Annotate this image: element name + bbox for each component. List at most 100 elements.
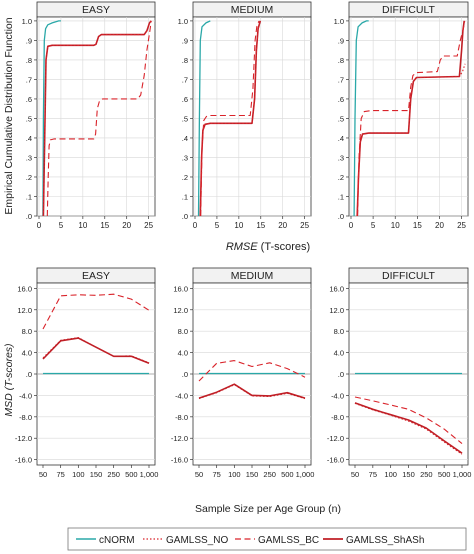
series-line-gamlss-bc-top-medium (200, 20, 260, 217)
x-tick-label-bottom-medium: 150 (246, 470, 259, 479)
y-tick-label-top-easy: .2 (26, 173, 32, 182)
y-tick-label-top-easy: .6 (26, 95, 32, 104)
y-tick-label-top-easy: .5 (26, 114, 32, 123)
y-tick-label-top-medium: .4 (182, 134, 188, 143)
x-tick-label-top-easy: 15 (100, 221, 109, 230)
x-tick-label-bottom-easy: 1,000 (140, 470, 159, 479)
y-tick-label-top-easy: .4 (26, 134, 32, 143)
y-tick-label-bottom-medium: 16.0 (173, 284, 188, 293)
plot-area-top-easy (36, 16, 156, 217)
series-line-gamlss-bc-top-difficult (357, 20, 466, 217)
x-tick-label-top-easy: 5 (59, 221, 64, 230)
x-tick-label-top-medium: 25 (300, 221, 309, 230)
x-tick-label-bottom-medium: 75 (212, 470, 220, 479)
y-tick-label-top-medium: .5 (182, 114, 188, 123)
x-tick-label-top-difficult: 15 (413, 221, 422, 230)
y-tick-label-top-easy: .7 (26, 75, 32, 84)
y-tick-label-bottom-difficult: -8.0 (331, 413, 344, 422)
y-tick-label-bottom-easy: -16.0 (15, 456, 32, 465)
y-tick-label-top-difficult: 1.0 (334, 17, 344, 26)
x-tick-label-bottom-easy: 75 (56, 470, 64, 479)
y-tick-label-top-easy: .1 (26, 192, 32, 201)
panel-bottom-easy: EASY -16.0 -12.0 -8.0 -4.0 .0 4.0 8.0 12.0 16.0 50… (15, 267, 159, 479)
y-tick-label-top-difficult: .9 (338, 36, 344, 45)
y-tick-label-bottom-easy: -8.0 (19, 413, 32, 422)
x-tick-label-bottom-medium: 500 (281, 470, 294, 479)
y-tick-label-bottom-difficult: -12.0 (327, 434, 344, 443)
y-tick-label-bottom-difficult: 12.0 (329, 306, 344, 315)
x-tick-label-bottom-easy: 100 (72, 470, 85, 479)
y-tick-label-bottom-medium: -4.0 (175, 391, 188, 400)
top-x-axis-title-rest: (T-scores) (258, 241, 311, 253)
legend-box (67, 527, 467, 551)
plot-area-top-difficult (348, 16, 469, 217)
y-tick-label-bottom-easy: 12.0 (17, 306, 32, 315)
y-tick-label-top-difficult: .6 (338, 95, 344, 104)
legend: cNORM GAMLSS_NO GAMLSS_BC GAMLSS_ShASh (67, 527, 467, 551)
panel-top-difficult: DIFFICULT .0 .1 .2 .3 .4 .5 .6 .7 .8 .9 1.0 0 5 10 15 20… (334, 1, 469, 230)
bottom-x-axis-title: Sample Size per Age Group (n) (195, 503, 341, 515)
series-line-gamlss-no-top-easy (42, 20, 152, 217)
series-line-cnorm-top-difficult (353, 20, 369, 217)
x-tick-label-top-easy: 0 (37, 221, 42, 230)
x-tick-label-bottom-medium: 100 (228, 470, 241, 479)
x-tick-label-bottom-easy: 500 (125, 470, 138, 479)
x-tick-label-top-easy: 20 (122, 221, 131, 230)
y-tick-label-top-difficult: .0 (338, 212, 344, 221)
chart-panels: EASY .0 .1 .2 .3 .4 .5 .6 .7 .8 .9 1.0 0 5 10 15 20 25 MED… (15, 1, 472, 479)
y-tick-label-bottom-easy: 4.0 (22, 349, 32, 358)
top-y-axis-title: Empirical Cumulative Distribution Functi… (3, 17, 15, 214)
y-tick-label-bottom-difficult: 4.0 (334, 349, 344, 358)
panel-title-bottom-medium: MEDIUM (231, 270, 274, 282)
series-line-gamlss-shash-bottom-difficult (354, 402, 463, 454)
series-line-gamlss-shash-bottom-easy (42, 337, 150, 365)
panel-title-bottom-easy: EASY (82, 270, 110, 282)
x-tick-label-bottom-difficult: 75 (369, 470, 377, 479)
panel-title-top-medium: MEDIUM (231, 4, 274, 16)
x-tick-label-top-medium: 0 (193, 221, 198, 230)
legend-label-gamlss-bc: GAMLSS_BC (258, 535, 319, 546)
y-tick-label-bottom-easy: -12.0 (15, 434, 32, 443)
y-tick-label-top-medium: .6 (182, 95, 188, 104)
y-tick-label-bottom-easy: .0 (26, 370, 32, 379)
y-tick-label-bottom-easy: 16.0 (17, 284, 32, 293)
y-tick-label-bottom-medium: 8.0 (178, 327, 188, 336)
legend-label-cnorm: cNORM (99, 535, 135, 546)
series-line-gamlss-bc-bottom-easy (42, 293, 150, 330)
y-tick-label-top-difficult: .4 (338, 134, 344, 143)
panel-title-top-easy: EASY (82, 4, 110, 16)
y-tick-label-top-medium: 1.0 (178, 17, 188, 26)
panel-top-medium: MEDIUM .0 .1 .2 .3 .4 .5 .6 .7 .8 .9 1.0 0 5 10 15 20 25 (178, 1, 312, 230)
legend-label-gamlss-shash: GAMLSS_ShASh (346, 535, 424, 546)
y-tick-label-bottom-medium: 4.0 (178, 349, 188, 358)
y-tick-label-bottom-difficult: -4.0 (331, 391, 344, 400)
y-tick-label-top-medium: .3 (182, 153, 188, 162)
x-tick-label-top-medium: 10 (234, 221, 243, 230)
x-tick-label-bottom-difficult: 500 (438, 470, 451, 479)
x-tick-label-bottom-medium: 1,000 (296, 470, 315, 479)
y-tick-label-top-medium: .2 (182, 173, 188, 182)
plot-area-top-medium (192, 16, 312, 217)
panel-bottom-medium: MEDIUM -16.0 -12.0 -8.0 -4.0 .0 4.0 8.0 12.0 16.0… (171, 267, 315, 479)
x-tick-label-top-difficult: 5 (371, 221, 376, 230)
series-line-gamlss-bc-top-easy (46, 20, 152, 217)
x-tick-label-top-difficult: 0 (349, 221, 354, 230)
y-tick-label-top-medium: .8 (182, 56, 188, 65)
y-tick-label-top-easy: .9 (26, 36, 32, 45)
x-tick-label-bottom-difficult: 1,000 (453, 470, 472, 479)
y-tick-label-bottom-medium: -12.0 (171, 434, 188, 443)
x-tick-label-bottom-difficult: 50 (351, 470, 359, 479)
x-tick-label-top-easy: 10 (78, 221, 87, 230)
panel-bottom-difficult: DIFFICULT -16.0 -12.0 -8.0 -4.0 .0 4.0 8.0 12.0 1… (327, 267, 472, 479)
x-tick-label-bottom-medium: 50 (195, 470, 203, 479)
y-tick-label-top-difficult: .5 (338, 114, 344, 123)
x-tick-label-bottom-medium: 250 (263, 470, 276, 479)
y-tick-label-bottom-easy: 8.0 (22, 327, 32, 336)
y-tick-label-top-difficult: .1 (338, 192, 344, 201)
y-tick-label-bottom-medium: -16.0 (171, 456, 188, 465)
panel-title-top-difficult: DIFFICULT (382, 4, 435, 16)
y-tick-label-bottom-medium: 12.0 (173, 306, 188, 315)
y-tick-label-bottom-easy: -4.0 (19, 391, 32, 400)
x-tick-label-top-difficult: 20 (435, 221, 444, 230)
